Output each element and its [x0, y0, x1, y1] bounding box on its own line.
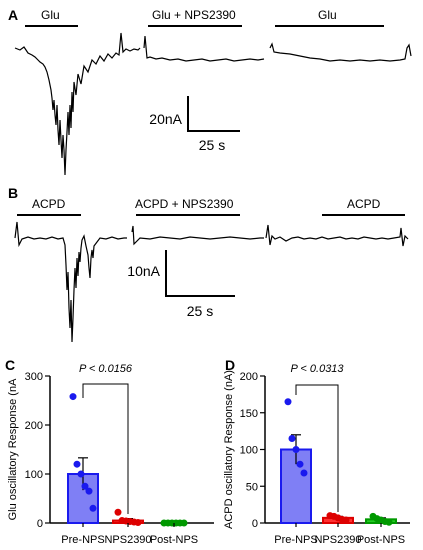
panel-a-stim-1: Glu [25, 8, 78, 27]
chart-c-y-tick-label: 300 [25, 371, 43, 383]
panel-c-letter: C [5, 357, 15, 373]
panel-b-trace-2 [131, 225, 264, 246]
chart-c-x-tick-label: Pre-NPS [61, 534, 104, 546]
chart-c-point [114, 508, 122, 516]
panel-a-stim-2-label: Glu + NPS2390 [152, 8, 236, 22]
panel-b-stim-3: ACPD [322, 197, 405, 216]
chart-d-point [342, 516, 350, 524]
panel-b-stim-2-label: ACPD + NPS2390 [135, 197, 234, 211]
chart-c-point [180, 519, 188, 527]
panel-b-stim-1-label: ACPD [32, 197, 66, 211]
chart-d-y-label: ACPD oscillatory Response (nA) [223, 370, 235, 529]
chart-c-point [85, 487, 93, 495]
panel-b-scale-bar: 10nA 25 s [127, 250, 235, 319]
chart-c-y-tick-label: 200 [25, 420, 43, 432]
panel-a-letter: A [8, 7, 18, 23]
chart-c-y-tick-label: 0 [37, 518, 43, 530]
chart-d-y-tick-label: 200 [240, 371, 258, 383]
panel-b-stim-3-label: ACPD [347, 197, 381, 211]
chart-d-y-tick-label: 100 [240, 445, 258, 457]
chart-c: 0 100 200 300 Glu oscillatory Response (nA Pr… [7, 363, 214, 546]
chart-c-point [73, 460, 81, 468]
chart-d: 0 50 100 150 200 ACPD oscillatory Response (n… [223, 363, 410, 546]
chart-c-y-tick-label: 100 [25, 469, 43, 481]
panel-a-stim-3-label: Glu [318, 8, 337, 22]
chart-c-p-value: P < 0.0156 [79, 363, 133, 375]
chart-d-point [292, 446, 300, 453]
chart-d-x-tick-label: NPS2390 [314, 534, 361, 546]
chart-d-significance-bracket [295, 384, 339, 512]
chart-c-point [77, 470, 85, 478]
chart-d-point [288, 434, 296, 442]
panel-b-stim-1: ACPD [17, 197, 81, 216]
chart-d-point [385, 518, 393, 526]
panel-a-stim-1-label: Glu [41, 8, 60, 22]
panel-a-scale-y-label: 20nA [149, 111, 182, 127]
panel-a-stim-2: Glu + NPS2390 [148, 8, 242, 27]
panel-b-trace-3 [265, 224, 409, 247]
chart-d-y-tick-label: 0 [252, 518, 258, 530]
panel-b-scale-y-label: 10nA [127, 263, 160, 279]
panel-d-letter: D [225, 357, 235, 373]
panel-a-stim-3: Glu [275, 8, 384, 27]
chart-d-point [300, 469, 308, 477]
chart-c-x-tick-label: NPS2390 [104, 534, 151, 546]
chart-c-point [69, 393, 77, 401]
chart-c-y-label: Glu oscillatory Response (nA [7, 378, 19, 521]
panel-b-letter: B [8, 185, 18, 201]
panel-b-trace-1 [14, 221, 127, 343]
chart-d-point [296, 460, 304, 468]
chart-c-x-tick-label: Post-NPS [150, 534, 198, 546]
chart-d-x-tick-label: Pre-NPS [274, 534, 317, 546]
panel-a-trace-1 [14, 32, 141, 176]
panel-a-scale-x-label: 25 s [199, 137, 225, 153]
chart-d-y-tick-label: 50 [246, 481, 258, 493]
panel-a-trace-2 [143, 35, 265, 62]
chart-c-significance-bracket [82, 383, 129, 514]
chart-d-y-tick-label: 150 [240, 408, 258, 420]
panel-a-scale-bar: 20nA 25 s [149, 96, 240, 153]
chart-c-point [89, 504, 97, 512]
panel-b-scale-x-label: 25 s [187, 303, 213, 319]
chart-c-point [134, 519, 142, 527]
chart-d-x-tick-label: Post-NPS [357, 534, 405, 546]
panel-b-stim-2: ACPD + NPS2390 [135, 197, 240, 216]
panel-a-trace-3 [269, 42, 412, 62]
chart-c-point [81, 482, 89, 490]
chart-d-point [284, 398, 292, 406]
chart-d-p-value: P < 0.0313 [290, 363, 344, 375]
